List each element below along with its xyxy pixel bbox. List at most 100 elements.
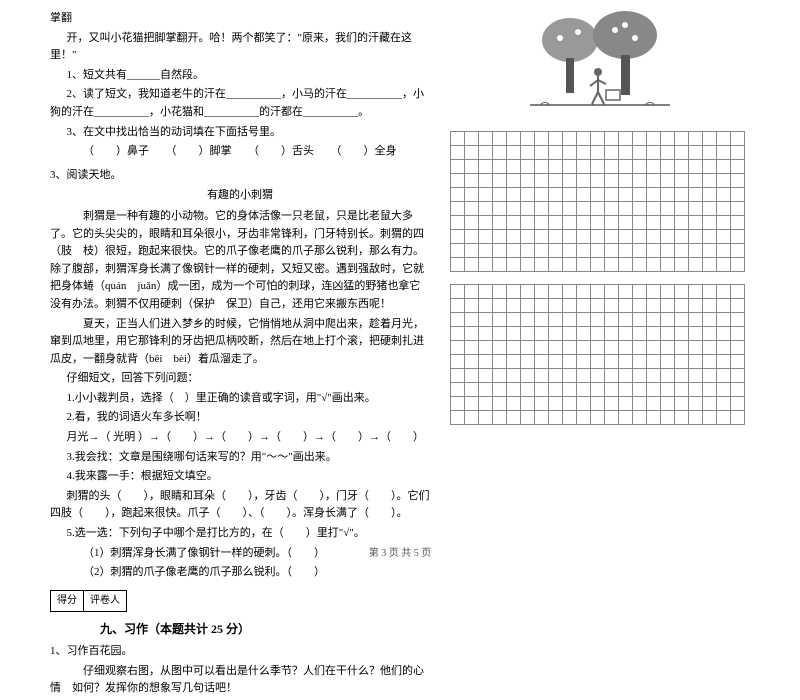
grid-cell (647, 299, 661, 313)
grid-cell (731, 383, 745, 397)
grid-cell (703, 299, 717, 313)
grid-cell (661, 341, 675, 355)
grid-cell (563, 397, 577, 411)
grid-cell (717, 216, 731, 230)
grid-cell (549, 230, 563, 244)
grid-cell (465, 383, 479, 397)
grid-cell (451, 341, 465, 355)
grid-cell (675, 411, 689, 425)
grid-cell (717, 188, 731, 202)
grid-cell (703, 411, 717, 425)
grid-cell (731, 146, 745, 160)
grid-cell (521, 355, 535, 369)
grid-cell (605, 146, 619, 160)
grid-cell (717, 258, 731, 272)
grid-cell (661, 174, 675, 188)
grid-cell (451, 355, 465, 369)
grid-cell (493, 146, 507, 160)
grid-cell (577, 397, 591, 411)
grid-cell (647, 397, 661, 411)
grid-cell (591, 146, 605, 160)
grid-cell (717, 355, 731, 369)
grid-cell (605, 188, 619, 202)
grid-cell (605, 244, 619, 258)
right-column (450, 10, 750, 700)
grid-cell (549, 355, 563, 369)
grid-cell (591, 230, 605, 244)
sub-q1: 1.小小裁判员，选择（ ）里正确的读音或字词，用"√"画出来。 (50, 390, 430, 408)
grid-cell (535, 188, 549, 202)
tree-illustration (530, 10, 670, 120)
grid-cell (521, 174, 535, 188)
grid-cell (633, 244, 647, 258)
grid-cell (605, 230, 619, 244)
grid-cell (493, 174, 507, 188)
grid-cell (465, 355, 479, 369)
grid-cell (675, 188, 689, 202)
grid-cell (563, 299, 577, 313)
grid-cell (507, 160, 521, 174)
grid-cell (661, 299, 675, 313)
grid-cell (479, 327, 493, 341)
grid-cell (535, 299, 549, 313)
grid-cell (605, 299, 619, 313)
grid-cell (451, 160, 465, 174)
grid-cell (605, 341, 619, 355)
grid-cell (507, 285, 521, 299)
grid-cell (675, 146, 689, 160)
grid-cell (507, 188, 521, 202)
grid-cell (661, 327, 675, 341)
grid-cell (521, 244, 535, 258)
grid-cell (633, 258, 647, 272)
grid-cell (507, 327, 521, 341)
grid-cell (647, 411, 661, 425)
grid-cell (661, 258, 675, 272)
grid-cell (577, 160, 591, 174)
grid-cell (549, 299, 563, 313)
grid-cell (535, 411, 549, 425)
grid-cell (577, 383, 591, 397)
grid-cell (563, 355, 577, 369)
grid-cell (731, 132, 745, 146)
grid-cell (563, 258, 577, 272)
grid-cell (675, 341, 689, 355)
writing-grid-2 (450, 284, 750, 425)
grid-cell (619, 299, 633, 313)
grid-cell (605, 285, 619, 299)
grid-cell (619, 160, 633, 174)
grid-cell (479, 285, 493, 299)
grid-cell (717, 341, 731, 355)
grid-cell (731, 355, 745, 369)
grid-cell (479, 397, 493, 411)
grid-cell (689, 369, 703, 383)
grid-cell (535, 160, 549, 174)
grid-cell (577, 327, 591, 341)
grid-cell (675, 202, 689, 216)
grid-cell (619, 244, 633, 258)
grid-cell (703, 244, 717, 258)
grid-cell (549, 341, 563, 355)
grid-cell (521, 160, 535, 174)
grid-cell (703, 341, 717, 355)
grid-cell (549, 411, 563, 425)
grid-cell (577, 230, 591, 244)
grid-cell (647, 369, 661, 383)
grid-cell (521, 397, 535, 411)
grid-cell (605, 216, 619, 230)
grid-cell (731, 327, 745, 341)
grid-cell (563, 160, 577, 174)
grid-cell (563, 188, 577, 202)
writing-grid-1 (450, 131, 750, 272)
grid-cell (703, 146, 717, 160)
grid-cell (675, 132, 689, 146)
grid-cell (647, 383, 661, 397)
grid-cell (451, 313, 465, 327)
grid-cell (591, 285, 605, 299)
grid-cell (703, 313, 717, 327)
grid-cell (465, 411, 479, 425)
grid-cell (451, 258, 465, 272)
grid-cell (493, 160, 507, 174)
grid-cell (577, 369, 591, 383)
grid-cell (731, 202, 745, 216)
grid-cell (535, 230, 549, 244)
